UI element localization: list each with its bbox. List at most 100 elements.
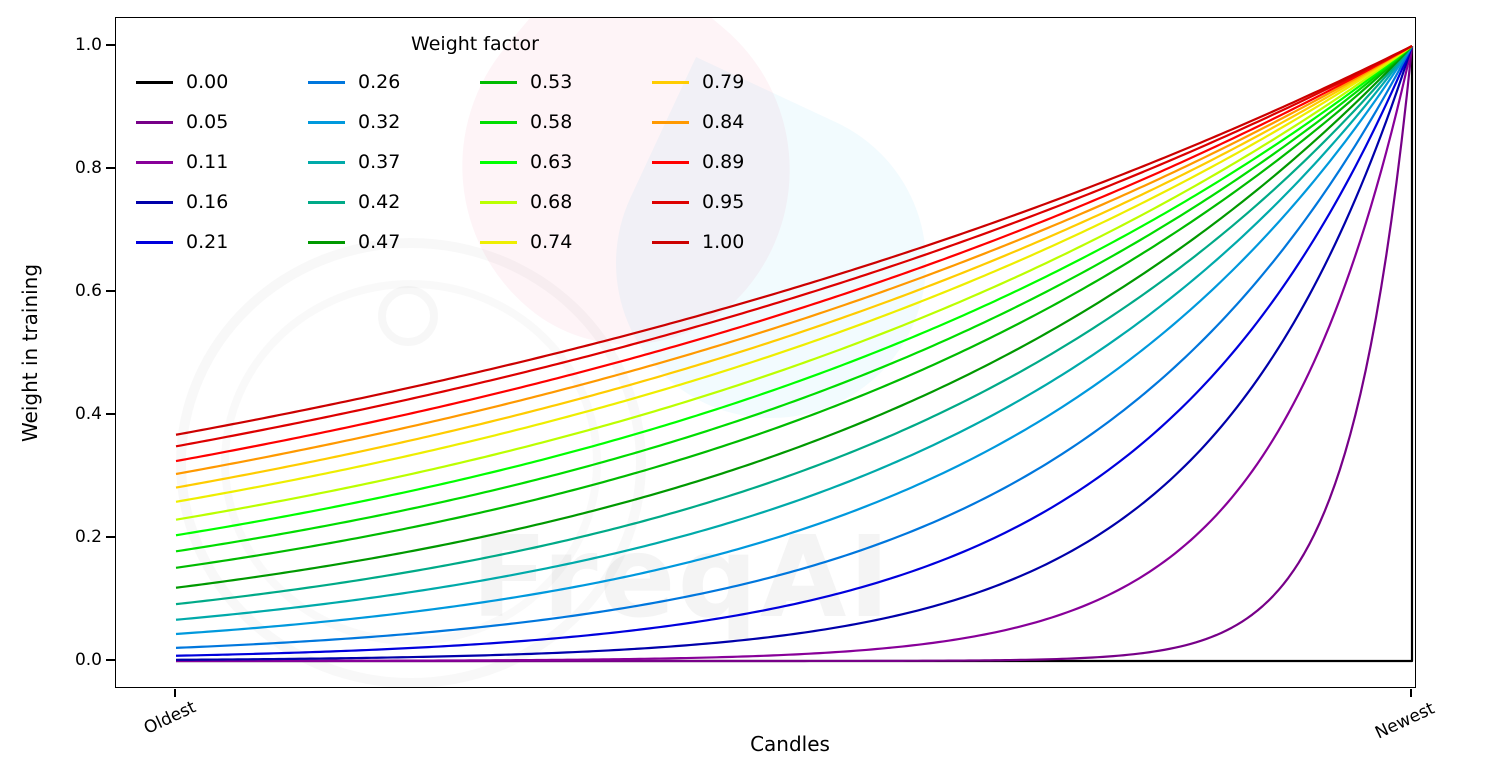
y-tick-mark (106, 413, 115, 415)
legend-item: 0.37 (302, 142, 474, 182)
legend-label: 0.79 (702, 71, 745, 93)
legend-label: 0.84 (702, 111, 745, 133)
legend-label: 0.89 (702, 151, 745, 173)
legend-item: 0.32 (302, 102, 474, 142)
legend-label: 0.00 (186, 71, 229, 93)
legend-item: 0.42 (302, 182, 474, 222)
x-tick-label-oldest: Oldest (140, 697, 200, 739)
weight-curve-1.00 (175, 45, 1413, 436)
legend-label: 0.68 (530, 191, 573, 213)
y-tick-label: 0.8 (74, 158, 102, 178)
legend-label: 0.58 (530, 111, 573, 133)
weight-curve-0.42 (175, 45, 1413, 606)
weight-curve-0.74 (175, 45, 1413, 503)
legend-line-swatch (480, 80, 517, 84)
legend-line-swatch (480, 240, 517, 244)
plot-area: FreqAI (115, 17, 1416, 688)
legend-label: 0.11 (186, 151, 229, 173)
legend: Weight factor 0.00 0.05 0.11 0.16 0.21 0.26 0.… (130, 26, 820, 262)
legend-item: 0.79 (646, 62, 818, 102)
legend-line-swatch (480, 120, 517, 124)
weight-curve-0.63 (175, 45, 1413, 537)
legend-item: 0.05 (130, 102, 302, 142)
legend-line-swatch (652, 160, 689, 164)
weight-curve-0.11 (176, 45, 1414, 663)
legend-label: 0.26 (358, 71, 401, 93)
weight-curve-0.89 (175, 45, 1413, 463)
weight-curve-0.26 (175, 45, 1413, 649)
y-tick-label: 0.2 (74, 527, 102, 547)
y-tick-label: 0.0 (74, 650, 102, 670)
weight-curve-0.53 (175, 45, 1413, 569)
y-tick-label: 1.0 (74, 35, 102, 55)
weight-curve-0.32 (175, 45, 1413, 636)
legend-label: 0.95 (702, 191, 745, 213)
y-tick-mark (106, 536, 115, 538)
legend-label: 0.74 (530, 231, 573, 253)
weight-curve-0.95 (175, 45, 1413, 448)
weight-curve-0.47 (175, 45, 1413, 589)
legend-label: 0.05 (186, 111, 229, 133)
legend-label: 0.16 (186, 191, 229, 213)
weight-curve-0.21 (175, 45, 1414, 657)
legend-item: 0.11 (130, 142, 302, 182)
legend-label: 0.37 (358, 151, 401, 173)
legend-line-swatch (308, 200, 345, 204)
y-tick-mark (106, 167, 115, 169)
weight-curve-0.84 (175, 45, 1413, 476)
weight-curve-0.58 (175, 45, 1413, 553)
legend-item: 0.16 (130, 182, 302, 222)
legend-line-swatch (308, 160, 345, 164)
legend-line-swatch (652, 80, 689, 84)
weight-curve-0.68 (175, 45, 1413, 521)
legend-item: 0.89 (646, 142, 818, 182)
legend-line-swatch (308, 80, 345, 84)
x-tick-mark (1410, 689, 1412, 697)
legend-line-swatch (308, 120, 345, 124)
legend-label: 0.32 (358, 111, 401, 133)
legend-line-swatch (136, 240, 173, 244)
y-tick-mark (106, 44, 115, 46)
weight-curve-0.37 (175, 45, 1413, 621)
legend-item: 0.47 (302, 222, 474, 262)
legend-line-swatch (136, 80, 173, 84)
legend-label: 0.42 (358, 191, 401, 213)
legend-line-swatch (652, 240, 689, 244)
legend-label: 0.21 (186, 231, 229, 253)
legend-item: 0.00 (130, 62, 302, 102)
legend-item: 1.00 (646, 222, 818, 262)
legend-item: 0.58 (474, 102, 646, 142)
legend-line-swatch (652, 120, 689, 124)
legend-line-swatch (136, 200, 173, 204)
legend-title: Weight factor (411, 33, 539, 55)
legend-item: 0.26 (302, 62, 474, 102)
legend-line-swatch (136, 160, 173, 164)
legend-line-swatch (652, 200, 689, 204)
x-tick-label-newest: Newest (1372, 698, 1438, 744)
legend-item: 0.53 (474, 62, 646, 102)
weight-curve-0.16 (175, 45, 1414, 661)
legend-grid: 0.00 0.05 0.11 0.16 0.21 0.26 0.32 0.37 0.42 0.47… (130, 62, 820, 262)
legend-line-swatch (308, 240, 345, 244)
weight-curves-chart (175, 45, 1414, 663)
x-axis-label: Candles (750, 732, 830, 756)
legend-item: 0.74 (474, 222, 646, 262)
legend-label: 0.47 (358, 231, 401, 253)
x-tick-mark (174, 689, 176, 697)
watermark-text: FreqAI (471, 513, 892, 643)
y-tick-mark (106, 659, 115, 661)
legend-label: 1.00 (702, 231, 745, 253)
legend-label: 0.53 (530, 71, 573, 93)
legend-line-swatch (480, 160, 517, 164)
legend-line-swatch (480, 200, 517, 204)
y-tick-label: 0.4 (74, 404, 102, 424)
y-tick-label: 0.6 (74, 281, 102, 301)
legend-label: 0.63 (530, 151, 573, 173)
weight-curve-0.79 (175, 45, 1413, 489)
y-tick-mark (106, 290, 115, 292)
legend-item: 0.68 (474, 182, 646, 222)
legend-line-swatch (136, 120, 173, 124)
legend-item: 0.95 (646, 182, 818, 222)
legend-item: 0.84 (646, 102, 818, 142)
